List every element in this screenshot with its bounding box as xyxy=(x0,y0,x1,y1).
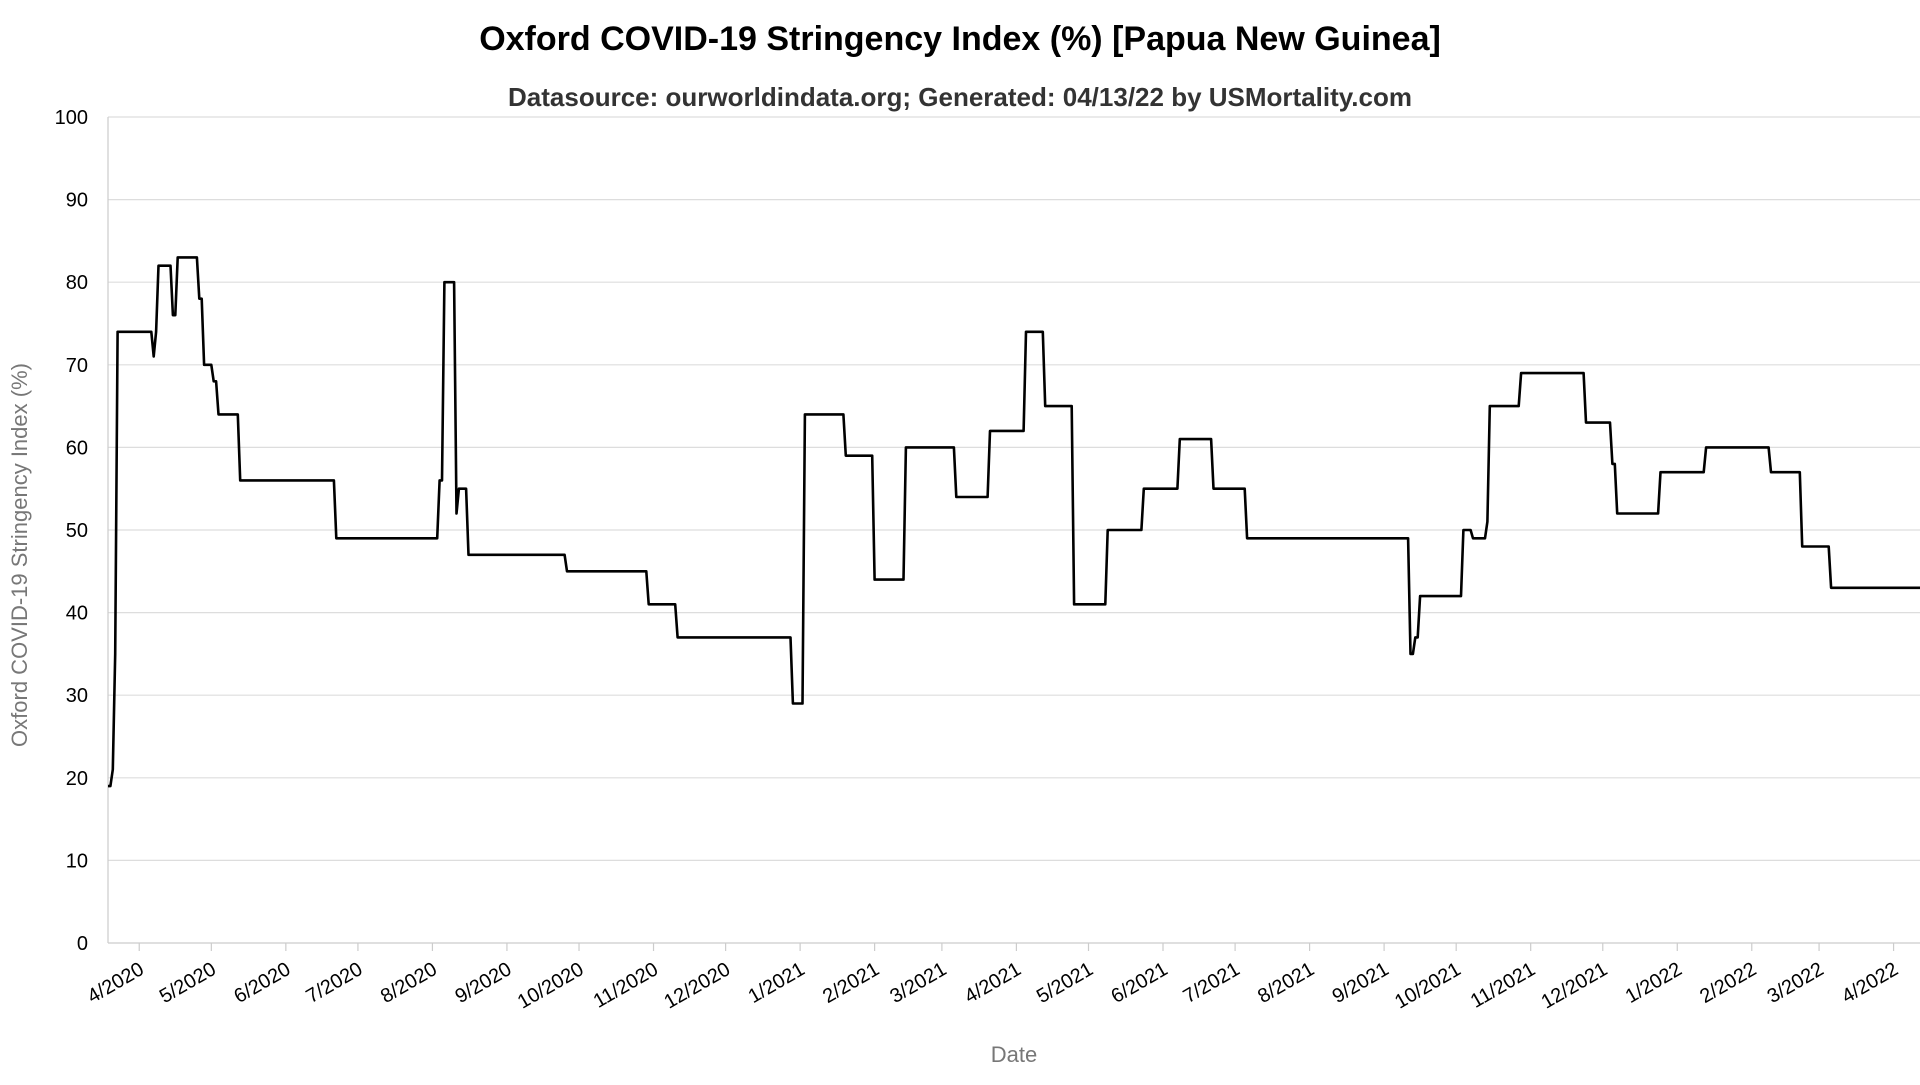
x-tick-label: 7/2021 xyxy=(1180,958,1244,1008)
x-tick-label: 8/2021 xyxy=(1254,958,1318,1008)
y-axis-title: Oxford COVID-19 Stringency Index (%) xyxy=(7,363,32,747)
y-tick-label: 10 xyxy=(66,850,88,872)
y-axis-ticks: 0 10 20 30 40 50 60 70 80 90 100 xyxy=(55,107,88,955)
x-tick-label: 9/2021 xyxy=(1329,958,1393,1008)
y-tick-label: 80 xyxy=(66,272,88,294)
x-tick-label: 11/2020 xyxy=(590,958,662,1012)
x-axis-title: Date xyxy=(991,1042,1037,1067)
chart-subtitle: Datasource: ourworldindata.org; Generate… xyxy=(508,82,1412,112)
y-tick-label: 100 xyxy=(55,107,88,129)
x-tick-label: 3/2022 xyxy=(1764,958,1828,1008)
y-tick-label: 90 xyxy=(66,190,88,212)
x-tick-label: 5/2020 xyxy=(156,958,220,1008)
x-tick-label: 11/2021 xyxy=(1467,958,1539,1012)
chart-title: Oxford COVID-19 Stringency Index (%) [Pa… xyxy=(479,20,1441,58)
x-tick-label: 7/2020 xyxy=(302,958,366,1008)
x-tick-label: 1/2022 xyxy=(1622,958,1686,1008)
series-layer xyxy=(108,256,1920,788)
y-tick-label: 40 xyxy=(66,603,88,625)
y-tick-label: 30 xyxy=(66,685,88,707)
stringency-series-line xyxy=(108,256,1920,788)
x-tick-label: 5/2021 xyxy=(1033,958,1097,1008)
y-tick-label: 0 xyxy=(77,933,88,955)
x-tick-label: 6/2021 xyxy=(1108,958,1172,1008)
y-tick-label: 20 xyxy=(66,768,88,790)
y-tick-label: 60 xyxy=(66,437,88,459)
x-tick-label: 12/2020 xyxy=(661,958,735,1013)
x-tick-label: 4/2022 xyxy=(1838,958,1902,1008)
x-tick-label: 8/2020 xyxy=(377,958,441,1008)
y-tick-label: 70 xyxy=(66,355,88,377)
x-tick-label: 10/2020 xyxy=(514,958,588,1013)
x-tick-label: 2/2022 xyxy=(1696,958,1760,1008)
grid-lines xyxy=(108,116,1920,862)
x-axis-ticks: 4/2020 5/2020 6/2020 7/2020 8/2020 9/202010/2… xyxy=(84,943,1902,1013)
x-tick-label: 4/2020 xyxy=(84,958,148,1008)
x-tick-label: 9/2020 xyxy=(451,958,515,1008)
x-tick-label: 1/2021 xyxy=(745,958,809,1008)
x-tick-label: 4/2021 xyxy=(961,958,1025,1008)
y-tick-label: 50 xyxy=(66,520,88,542)
x-tick-label: 6/2020 xyxy=(230,958,294,1008)
x-tick-label: 2/2021 xyxy=(819,958,883,1008)
x-tick-label: 3/2021 xyxy=(886,958,950,1008)
x-tick-label: 10/2021 xyxy=(1391,958,1465,1013)
x-tick-label: 12/2021 xyxy=(1538,958,1612,1013)
